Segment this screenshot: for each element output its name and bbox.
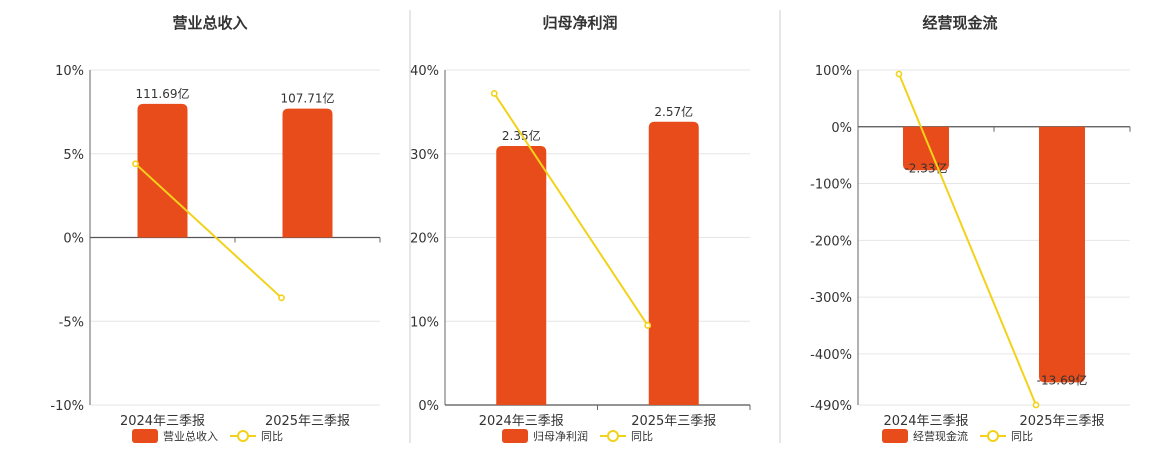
legend-label: 营业总收入 — [163, 429, 218, 443]
yoy-point — [278, 294, 285, 302]
y-tick-label: -5% — [59, 315, 84, 330]
yoy-point — [1032, 401, 1040, 409]
bar — [903, 126, 949, 171]
yoy-line — [493, 92, 649, 326]
x-tick-label: 2025年三季报 — [631, 414, 716, 429]
y-tick-label: 20% — [410, 232, 439, 247]
y-tick-label: 0% — [831, 121, 852, 136]
legend-marker-swatch — [987, 430, 999, 442]
y-tick-label: -100% — [810, 178, 852, 193]
x-tick-label: 2024年三季报 — [479, 414, 564, 429]
legend-marker-swatch — [237, 430, 249, 442]
legend: 归母净利润 同比 — [502, 429, 653, 443]
bar — [648, 121, 699, 406]
y-tick-label: -200% — [810, 234, 852, 249]
yoy-point — [644, 322, 652, 329]
x-tick-label: 2025年三季报 — [1019, 414, 1104, 429]
x-tick-label: 2025年三季报 — [265, 414, 350, 429]
y-tick-label: 10% — [55, 64, 84, 79]
y-tick-label: -400% — [810, 348, 852, 363]
x-tick-label: 2024年三季报 — [120, 414, 205, 429]
yoy-point — [895, 70, 903, 78]
legend-bar-swatch — [882, 429, 908, 443]
legend: 营业总收入 同比 — [132, 429, 283, 443]
y-tick-label: 100% — [815, 64, 852, 79]
chart-title: 归母净利润 — [542, 14, 617, 32]
yoy-point — [490, 90, 498, 97]
x-tick-label: 2024年三季报 — [883, 414, 968, 429]
yoy-point — [132, 160, 139, 168]
chart-title: 营业总收入 — [172, 14, 247, 32]
bar — [1039, 126, 1085, 383]
y-tick-label: 5% — [63, 148, 84, 163]
y-tick-label: 10% — [410, 315, 439, 330]
legend-label: 同比 — [261, 430, 283, 443]
legend-label: 同比 — [631, 430, 653, 443]
legend-bar-swatch — [132, 429, 158, 443]
y-tick-label: 30% — [410, 148, 439, 163]
bar — [496, 146, 547, 405]
bar-data-label: 111.69亿 — [136, 86, 190, 101]
y-tick-label: -10% — [50, 399, 84, 414]
bar-data-label: -13.69亿 — [1037, 372, 1088, 387]
chart-1: 营业总收入 10% 5% 0% -5% -10% 111.69亿 107.71亿 2024年三季… — [50, 14, 381, 443]
bar-data-label: 2.57亿 — [654, 104, 693, 119]
y-tick-label: 40% — [410, 64, 439, 79]
legend-label: 归母净利润 — [533, 429, 588, 443]
bar-data-label: 107.71亿 — [281, 91, 335, 106]
bar — [137, 103, 188, 238]
y-tick-label: -490% — [810, 399, 852, 414]
bar — [282, 108, 333, 238]
legend-bar-swatch — [502, 429, 528, 443]
legend-label: 同比 — [1011, 430, 1033, 443]
yoy-line — [898, 73, 1037, 406]
legend-label: 经营现金流 — [913, 429, 968, 443]
legend: 经营现金流 同比 — [882, 429, 1033, 443]
y-tick-label: 0% — [418, 399, 439, 414]
y-tick-label: -300% — [810, 291, 852, 306]
chart-3: 经营现金流100%0%-100%-200%-300%-400%-490%-2.3… — [810, 14, 1131, 443]
y-tick-label: 0% — [63, 232, 84, 247]
chart-title: 经营现金流 — [922, 14, 997, 32]
legend-marker-swatch — [607, 430, 619, 442]
yoy-line — [134, 163, 283, 299]
